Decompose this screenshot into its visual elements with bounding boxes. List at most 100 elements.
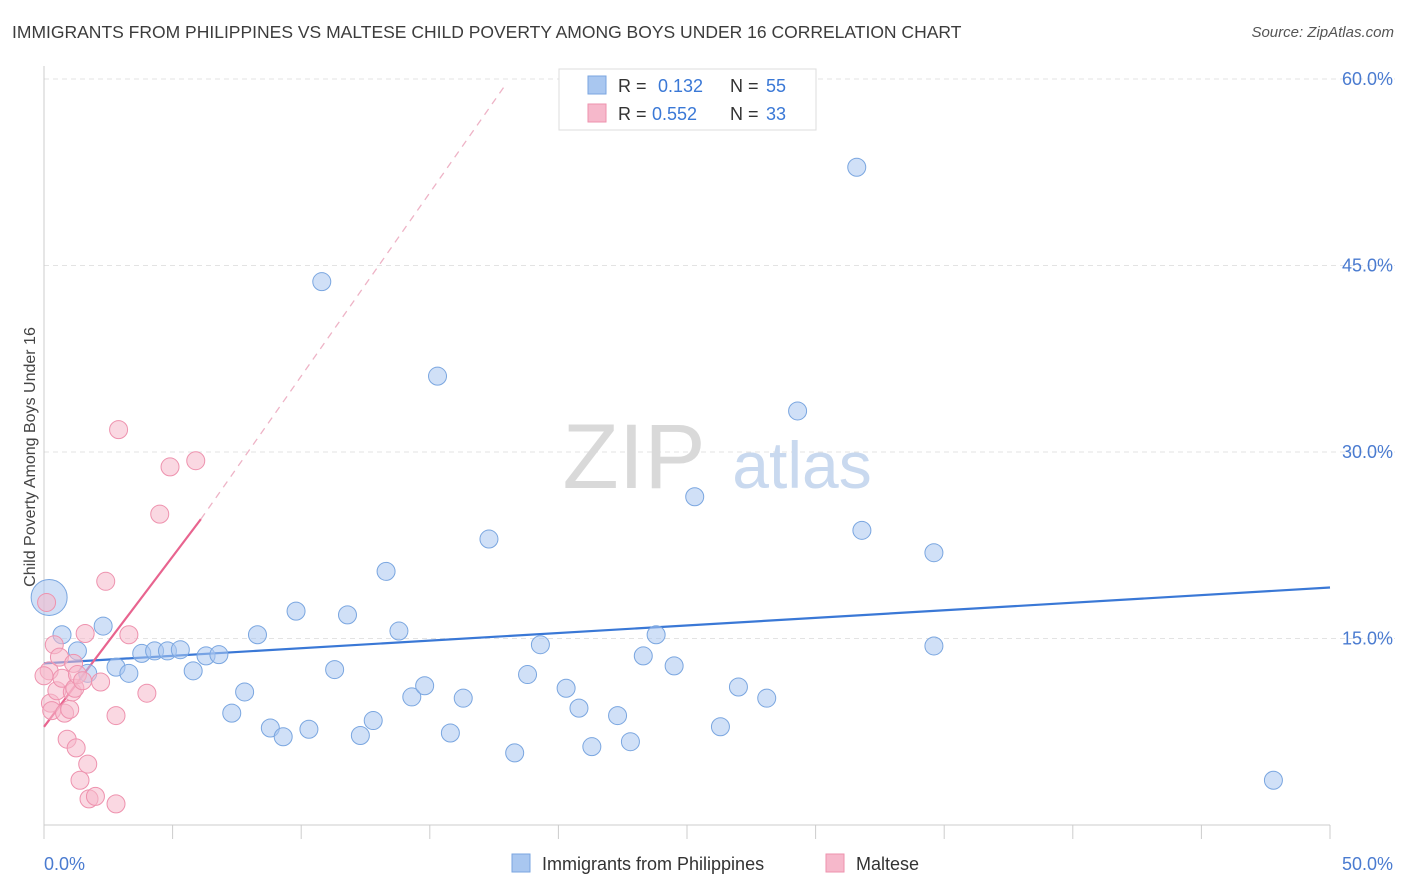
tick-labels: 15.0% 30.0% 45.0% 60.0% 0.0% 50.0% [44,69,1393,874]
point-maltese [37,592,57,612]
point-maltese [109,420,129,440]
point-philippines [530,635,550,655]
point-maltese [66,738,86,758]
x-tick-label: 0.0% [44,854,85,874]
point-maltese [85,786,105,806]
stats-legend-r-label: R = [618,76,647,96]
point-philippines [620,732,640,752]
point-philippines [757,688,777,708]
point-philippines [569,698,589,718]
point-philippines [312,272,332,292]
point-maltese [78,754,98,774]
stats-legend-r-label: R = [618,104,647,124]
point-philippines [325,660,345,680]
point-philippines [608,706,628,726]
stats-legend-swatch-philippines [587,75,607,95]
point-maltese [70,770,90,790]
trend-layer [43,82,1331,728]
point-philippines [924,636,944,656]
point-maltese [186,451,206,471]
point-philippines [924,543,944,563]
point-philippines [728,677,748,697]
y-axis-label: Child Poverty Among Boys Under 16 [22,327,39,587]
trendline-philippines [43,586,1331,665]
grid-layer [44,78,1395,639]
point-maltese [34,666,54,686]
point-philippines [299,719,319,739]
point-philippines [337,605,357,625]
chart-title: IMMIGRANTS FROM PHILIPPINES VS MALTESE C… [12,22,962,42]
point-maltese [106,794,126,814]
point-philippines [1263,770,1283,790]
point-maltese [73,671,93,691]
point-maltese [91,672,111,692]
point-philippines [119,663,139,683]
point-maltese [96,571,116,591]
point-philippines [633,646,653,666]
point-philippines [440,723,460,743]
point-maltese [150,504,170,524]
source-label: Source: ZipAtlas.com [1251,24,1394,41]
point-philippines [847,157,867,177]
watermark: ZIP atlas [562,406,871,508]
y-tick-label: 60.0% [1342,69,1393,89]
stats-legend-r-value: 0.132 [658,76,703,96]
point-maltese [60,699,80,719]
point-maltese [160,457,180,477]
point-philippines [209,645,229,665]
x-tick-label: 50.0% [1342,854,1393,874]
point-philippines [428,366,448,386]
point-philippines [505,743,525,763]
point-philippines [556,678,576,698]
point-philippines [93,616,113,636]
point-philippines [710,717,730,737]
stats-legend-swatch-maltese [587,103,607,123]
points-layer [30,157,1283,814]
point-philippines [389,621,409,641]
series-legend-swatch-maltese [825,853,845,873]
stats-legend-n-label: N = [730,76,759,96]
watermark-zip: ZIP [562,406,705,508]
point-philippines [582,737,602,757]
point-philippines [518,665,538,685]
point-philippines [286,601,306,621]
point-philippines [222,703,242,723]
series-legend-label-philippines: Immigrants from Philippines [542,854,764,874]
stats-legend-n-value: 33 [766,104,786,124]
point-philippines [852,520,872,540]
point-maltese [119,625,139,645]
point-philippines [235,682,255,702]
point-philippines [350,725,370,745]
point-philippines [273,727,293,747]
point-philippines [402,687,422,707]
series-legend-label-maltese: Maltese [856,854,919,874]
y-tick-label: 15.0% [1342,629,1393,649]
point-philippines [247,625,267,645]
point-philippines [415,676,435,696]
point-maltese [75,624,95,644]
stats-legend: R = 0.132 N = 55 R = 0.552 N = 33 [558,68,817,131]
stats-legend-r-value: 0.552 [652,104,697,124]
point-philippines [453,688,473,708]
series-legend-swatch-philippines [511,853,531,873]
stats-legend-n-label: N = [730,104,759,124]
point-philippines [685,487,705,507]
point-philippines [664,656,684,676]
y-tick-label: 45.0% [1342,256,1393,276]
trendline-maltese-extension [200,82,508,520]
series-legend: Immigrants from Philippines Maltese [511,853,919,874]
y-tick-label: 30.0% [1342,442,1393,462]
point-philippines [170,640,190,660]
point-philippines [183,661,203,681]
point-philippines [646,625,666,645]
watermark-atlas: atlas [732,428,871,502]
point-maltese [137,683,157,703]
point-maltese [106,706,126,726]
stats-legend-n-value: 55 [766,76,786,96]
point-philippines [479,529,499,549]
point-philippines [363,711,383,731]
point-philippines [788,401,808,421]
point-philippines [376,561,396,581]
